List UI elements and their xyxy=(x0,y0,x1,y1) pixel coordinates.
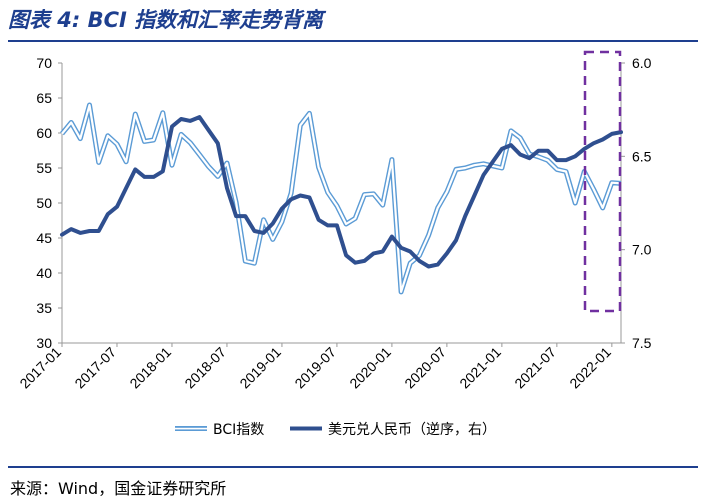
x-tick-label: 2021-07 xyxy=(511,344,559,392)
chart-title: 图表 4: BCI 指数和汇率走势背离 xyxy=(8,8,324,32)
right-y-tick-label: 6.0 xyxy=(632,55,652,71)
x-tick-label: 2018-07 xyxy=(181,344,229,392)
legend-bci-label: BCI指数 xyxy=(213,422,264,438)
x-tick-label: 2020-07 xyxy=(401,344,449,392)
legend: BCI指数 美元兑人民币（逆序，右） xyxy=(175,422,496,438)
left-y-tick-label: 30 xyxy=(36,335,52,351)
right-y-tick-label: 7.0 xyxy=(632,242,652,258)
bci-series-line-outer xyxy=(60,102,622,295)
left-y-tick-label: 70 xyxy=(36,55,52,71)
title-divider xyxy=(8,40,698,42)
x-tick-label: 2019-07 xyxy=(291,344,339,392)
x-tick-label: 2019-01 xyxy=(236,344,284,392)
axes-layer xyxy=(58,62,625,347)
legend-bci-swatch-inner xyxy=(175,427,207,430)
highlight-layer xyxy=(583,50,622,313)
source-note: 来源：Wind，国金证券研究所 xyxy=(10,479,227,498)
right-y-tick-label: 6.5 xyxy=(632,148,652,164)
right-y-tick-label: 7.5 xyxy=(632,335,652,351)
left-y-tick-label: 50 xyxy=(36,195,52,211)
left-y-tick-label: 60 xyxy=(36,125,52,141)
series-layer xyxy=(60,102,623,295)
x-tick-label: 2022-01 xyxy=(566,344,614,392)
footer-divider xyxy=(8,466,698,468)
bci-series-line-inner xyxy=(61,103,622,293)
x-tick-label: 2017-07 xyxy=(71,344,119,392)
x-tick-label: 2021-01 xyxy=(456,344,504,392)
fx-series-line xyxy=(60,115,623,269)
left-y-tick-label: 35 xyxy=(36,300,52,316)
legend-fx-label: 美元兑人民币（逆序，右） xyxy=(328,422,496,438)
left-y-tick-label: 45 xyxy=(36,230,52,246)
highlight-box xyxy=(583,50,622,313)
left-y-tick-label: 40 xyxy=(36,265,52,281)
left-y-tick-label: 55 xyxy=(36,160,52,176)
x-tick-label: 2020-01 xyxy=(346,344,394,392)
x-tick-label: 2018-01 xyxy=(126,344,174,392)
left-y-tick-label: 65 xyxy=(36,90,52,106)
